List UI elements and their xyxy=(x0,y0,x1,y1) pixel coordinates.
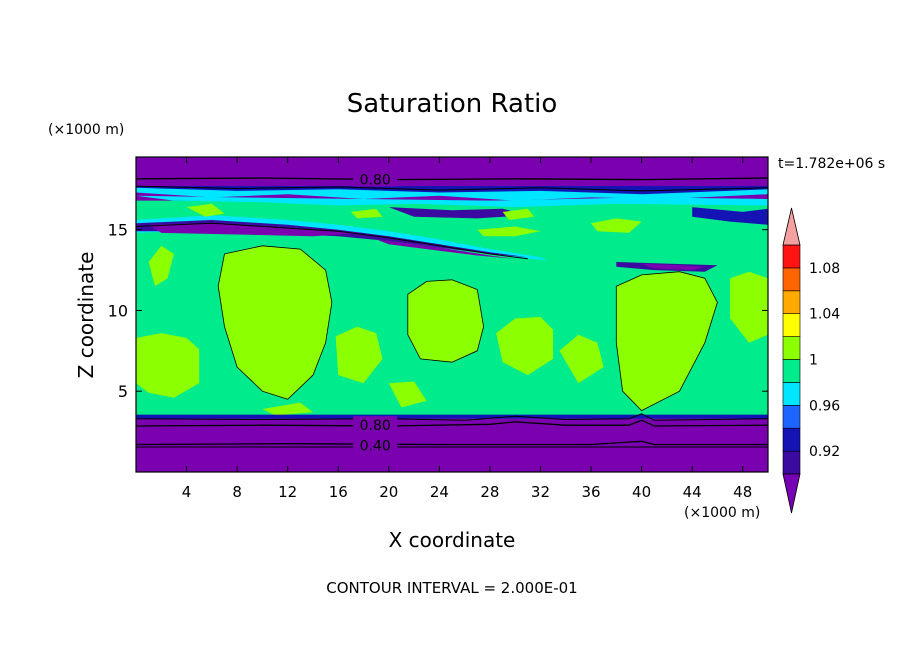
y-axis-label: Z coordinate xyxy=(74,252,98,379)
colorbar-swatch-5 xyxy=(782,359,801,383)
contour-fill-layer xyxy=(136,157,768,472)
colorbar-swatch-3 xyxy=(782,404,801,429)
contour-labels: 0.80 0.80 0.40 xyxy=(353,170,398,454)
contour-line-layer xyxy=(135,177,769,448)
field-dark-patch xyxy=(388,207,528,219)
contour-label-2: 0.80 xyxy=(360,418,391,434)
x-axis: 4 8 12 16 20 24 28 32 36 40 44 48 xyxy=(182,157,752,501)
field-lime-cell-1 xyxy=(218,245,332,400)
colorbar-swatch-1 xyxy=(782,450,801,475)
contour-line-tongue xyxy=(135,222,528,260)
colorbar-label-1: 1 xyxy=(809,353,818,369)
contour-label-bg-3 xyxy=(353,436,398,453)
x-tick-label-36: 36 xyxy=(581,483,600,501)
colorbar-over-arrow xyxy=(782,207,801,246)
field-lime-cell-15 xyxy=(388,381,427,408)
contour-line-lower-edge xyxy=(135,413,769,421)
field-lime-cell-12 xyxy=(502,208,535,220)
colorbar-label-0.92: 0.92 xyxy=(809,444,840,460)
x-tick-label-20: 20 xyxy=(379,483,398,501)
field-blue-lower-fringe xyxy=(136,414,768,419)
contour-line-lower-040 xyxy=(135,440,768,446)
field-lime-cell-16 xyxy=(262,402,313,416)
x-tick-label-48: 48 xyxy=(733,483,752,501)
colorbar: 0.92 0.96 1 1.04 1.08 xyxy=(782,207,840,514)
field-lime-cell-10 xyxy=(186,203,225,217)
field-lime-cell-14 xyxy=(477,226,541,237)
contour-label-3: 0.40 xyxy=(360,438,391,454)
field-blue-patch xyxy=(692,207,768,225)
contour-cell-outline-2 xyxy=(407,279,485,363)
field-purple-streak-2 xyxy=(641,263,705,271)
field-lime-cell-13 xyxy=(591,218,642,233)
contour-line-lower-080 xyxy=(135,419,769,427)
y-tick-label-5: 5 xyxy=(118,382,128,401)
x-tick-label-4: 4 xyxy=(182,483,192,501)
colorbar-swatch-4 xyxy=(782,382,801,406)
field-purple-lower-band xyxy=(136,418,768,472)
contour-label-bg-1 xyxy=(353,170,398,187)
colorbar-under-arrow xyxy=(782,473,801,514)
field-lime-cell-3 xyxy=(616,271,718,411)
colorbar-swatch-6 xyxy=(782,336,801,360)
colorbar-label-0.96: 0.96 xyxy=(809,398,840,414)
field-lime-cell-6 xyxy=(136,333,200,398)
contour-interval-note: CONTOUR INTERVAL = 2.000E-01 xyxy=(326,579,577,597)
x-tick-label-28: 28 xyxy=(480,483,499,501)
field-purple-streak xyxy=(376,239,516,259)
field-lime-cell-8 xyxy=(496,316,554,376)
field-purple-tongue xyxy=(148,223,364,237)
y-tick-label-10: 10 xyxy=(108,301,128,320)
chart-title: Saturation Ratio xyxy=(347,89,558,119)
colorbar-label-1.04: 1.04 xyxy=(809,307,840,323)
contour-label-bg-2 xyxy=(353,416,398,433)
x-tick-label-16: 16 xyxy=(329,483,348,501)
x-tick-label-44: 44 xyxy=(683,483,702,501)
y-tick-label-15: 15 xyxy=(108,221,128,240)
colorbar-swatch-10 xyxy=(782,244,801,269)
plot-frame xyxy=(135,156,769,473)
x-tick-label-12: 12 xyxy=(278,483,297,501)
contour-cell-outline-3 xyxy=(615,271,718,412)
y-axis: 5 10 15 xyxy=(108,221,768,401)
field-cyan-ribbon xyxy=(136,195,768,208)
field-lime-cell-5 xyxy=(148,245,174,287)
contour-line-upper-080 xyxy=(135,177,769,181)
time-label: t=1.782e+06 s xyxy=(778,156,885,172)
colorbar-swatch-7 xyxy=(782,313,801,337)
x-tick-label-8: 8 xyxy=(232,483,242,501)
field-lime-cell-7 xyxy=(335,326,383,384)
field-lime-cell-2 xyxy=(407,279,484,363)
y-unit-label: (×1000 m) xyxy=(48,122,124,138)
field-lime-cell-9 xyxy=(559,334,604,384)
colorbar-swatch-8 xyxy=(782,290,801,314)
contour-label-1: 0.80 xyxy=(360,173,391,189)
contour-cell-outline-1 xyxy=(217,245,333,400)
x-tick-label-24: 24 xyxy=(430,483,449,501)
x-tick-label-40: 40 xyxy=(632,483,651,501)
colorbar-label-1.08: 1.08 xyxy=(809,261,840,277)
field-lime-cell-4 xyxy=(730,271,768,343)
contour-line-upper-edge xyxy=(135,185,769,192)
field-purple-upper-band xyxy=(136,157,768,187)
x-tick-label-32: 32 xyxy=(531,483,550,501)
colorbar-swatch-9 xyxy=(782,267,801,292)
field-lime-cell-11 xyxy=(350,208,383,219)
colorbar-swatch-2 xyxy=(782,427,801,452)
x-unit-label: (×1000 m) xyxy=(684,505,760,521)
x-axis-label: X coordinate xyxy=(389,528,516,552)
